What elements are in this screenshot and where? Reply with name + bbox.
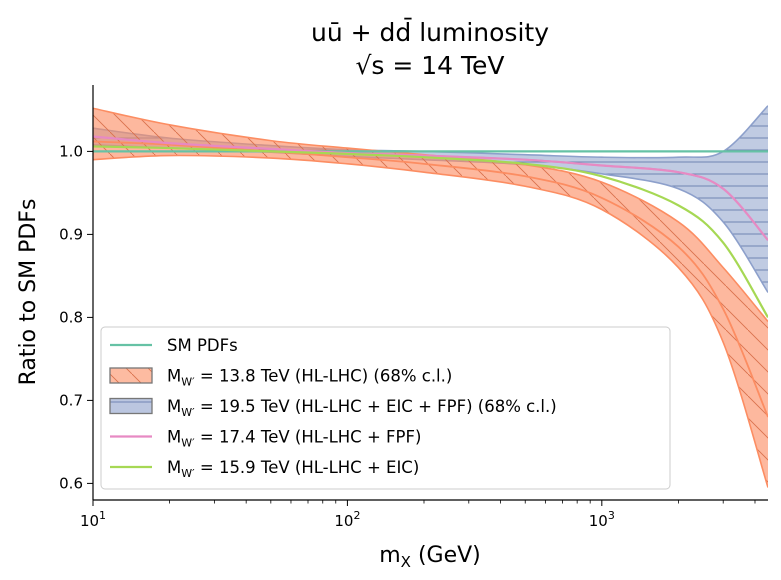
series-line-1 <box>93 135 768 241</box>
legend-item-1: MW′ = 13.8 TeV (HL-LHC) (68% c.l.) <box>109 367 452 389</box>
legend-label-1: MW′ = 13.8 TeV (HL-LHC) (68% c.l.) <box>167 367 452 389</box>
band-lower-edge-0 <box>93 154 768 488</box>
legend-label-0: SM PDFs <box>167 336 238 355</box>
legend-label-2: MW′ = 19.5 TeV (HL-LHC + EIC + FPF) (68%… <box>167 397 557 419</box>
legend-item-3: MW′ = 17.4 TeV (HL-LHC + FPF) <box>110 428 421 450</box>
y-tick-label-2: 0.8 <box>59 308 83 326</box>
chart-title-line2: √s = 14 TeV <box>355 51 504 80</box>
legend-swatch-1 <box>109 367 153 384</box>
legend-swatch-2 <box>109 397 153 415</box>
series-line-2 <box>93 145 768 318</box>
x-axis-label-sub: X <box>401 553 411 571</box>
y-axis-label: Ratio to SM PDFs <box>16 199 41 386</box>
ticks-layer: 101 102 103 0.6 0.7 0.8 0.9 1.0 <box>59 142 756 530</box>
y-tick-label-4: 1.0 <box>59 142 83 160</box>
band-central-line-0 <box>93 140 768 418</box>
x-axis-label: mX (GeV) <box>379 543 481 571</box>
y-tick-label-1: 0.7 <box>59 391 83 409</box>
legend-label-4: MW′ = 15.9 TeV (HL-LHC + EIC) <box>167 458 419 480</box>
y-tick-label-3: 0.9 <box>59 225 83 243</box>
x-tick-label-1: 102 <box>334 509 360 530</box>
x-tick-label-2: 103 <box>589 509 615 530</box>
band-hatch-0 <box>93 108 768 488</box>
legend-frame <box>100 326 671 490</box>
lines-layer <box>93 135 768 318</box>
chart-title-line1: uū + dd̄ luminosity <box>311 17 549 47</box>
legend-item-4: MW′ = 15.9 TeV (HL-LHC + EIC) <box>110 458 419 480</box>
y-tick-label-0: 0.6 <box>59 474 83 492</box>
legend: SM PDFs MW′ = 13.8 TeV (HL-LHC) (68% c.l.… <box>100 326 671 490</box>
band-upper-edge-0 <box>93 107 768 323</box>
x-axis-label-unit: (GeV) <box>411 543 481 568</box>
x-tick-label-0: 101 <box>80 509 106 530</box>
x-axis-label-main: m <box>379 543 400 568</box>
legend-label-3: MW′ = 17.4 TeV (HL-LHC + FPF) <box>167 428 421 450</box>
legend-item-0: SM PDFs <box>110 336 238 355</box>
legend-item-2: MW′ = 19.5 TeV (HL-LHC + EIC + FPF) (68%… <box>109 397 557 419</box>
legend-items: SM PDFs MW′ = 13.8 TeV (HL-LHC) (68% c.l.… <box>109 336 557 480</box>
